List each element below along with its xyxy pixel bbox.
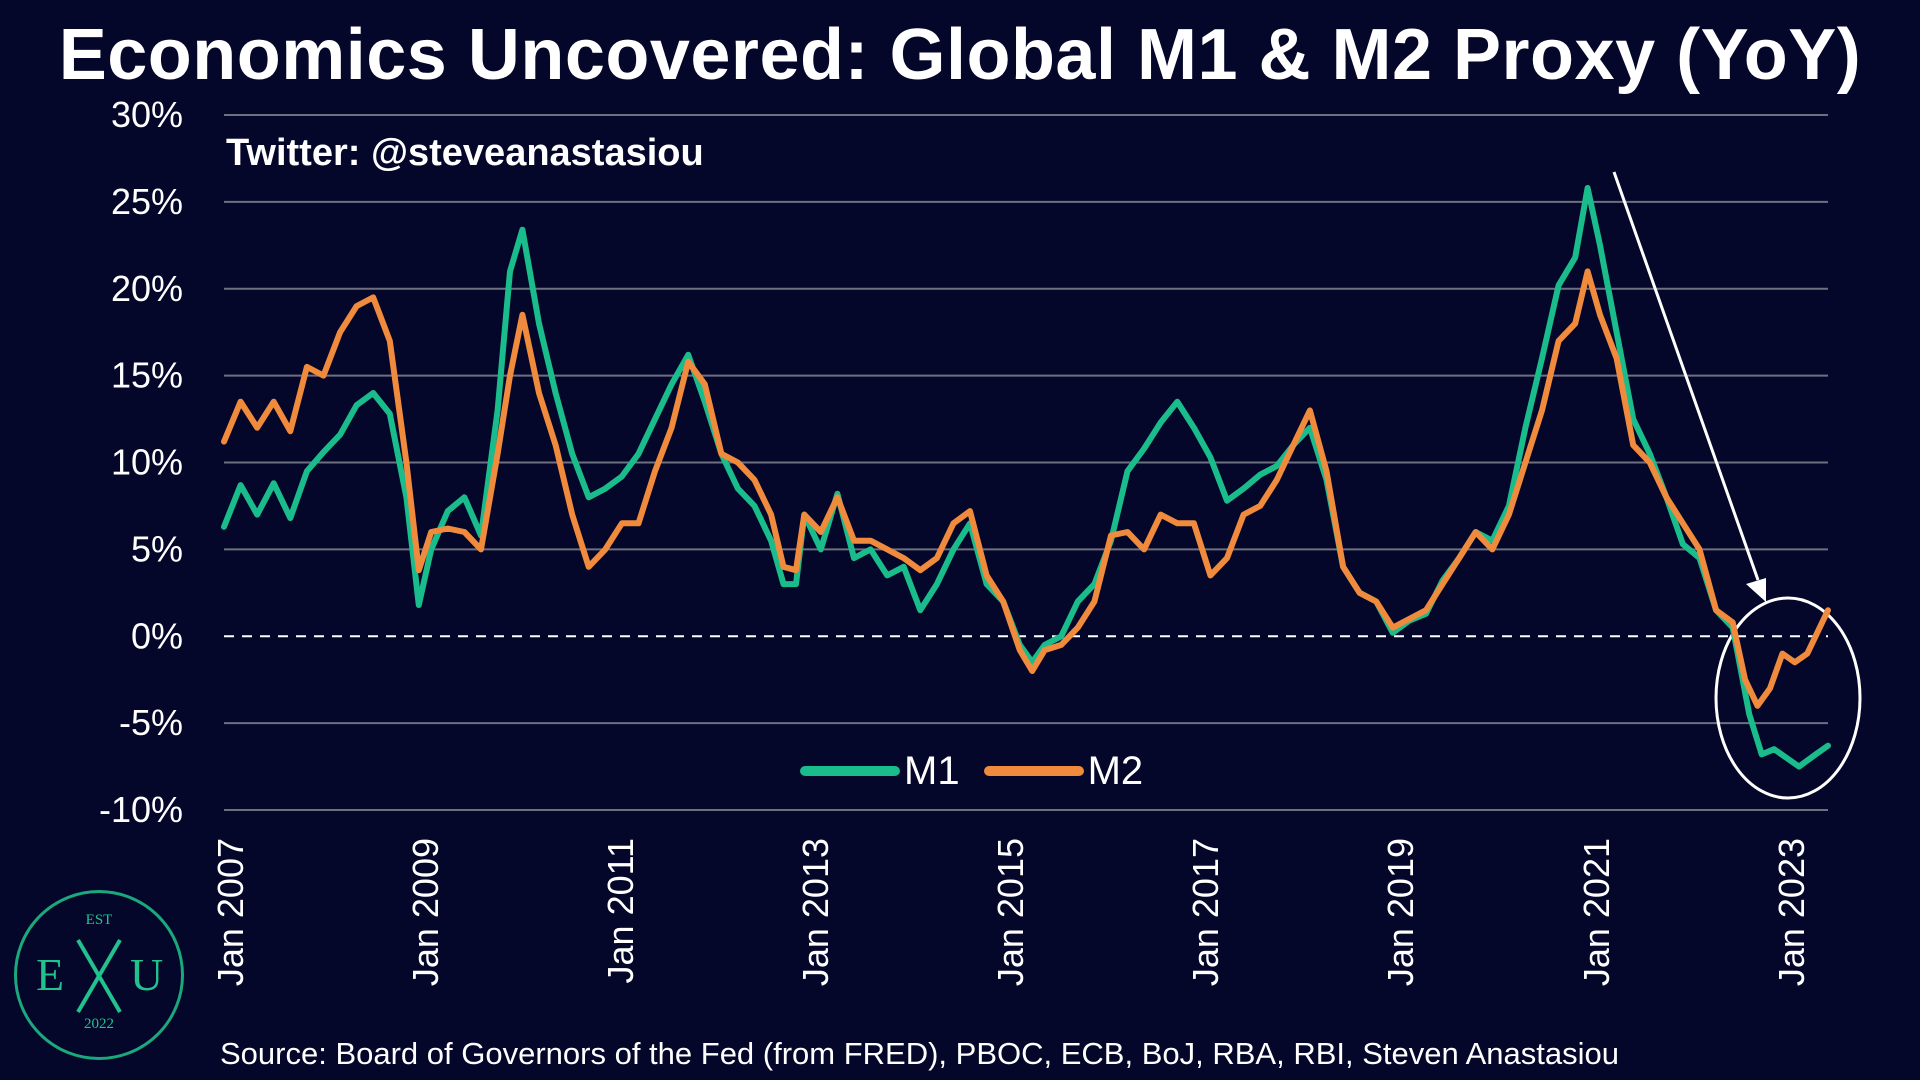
x-tick-label: Jan 2007 bbox=[210, 838, 251, 986]
series-line-m2 bbox=[221, 268, 1831, 709]
trend-arrow-shaft bbox=[1612, 171, 1760, 581]
series-lines bbox=[221, 185, 1831, 770]
x-tick-label: Jan 2013 bbox=[795, 838, 836, 986]
legend-label-m1: M1 bbox=[904, 748, 960, 793]
logo-est-text: EST bbox=[85, 912, 113, 928]
y-tick-label: -5% bbox=[119, 702, 183, 743]
logo: EST E U 2022 bbox=[14, 890, 184, 1060]
y-tick-label: 5% bbox=[131, 528, 183, 569]
chart-title: Economics Uncovered: Global M1 & M2 Prox… bbox=[58, 15, 1862, 95]
recent-values-circle bbox=[1714, 596, 1862, 800]
source-note: Source: Board of Governors of the Fed (f… bbox=[220, 1036, 1620, 1071]
series-line-m1 bbox=[221, 185, 1831, 770]
y-axis-ticks: 30% 25% 20% 15% 10% 5% 0% -5% -10% bbox=[99, 94, 183, 830]
logo-year-text: 2022 bbox=[84, 1016, 114, 1032]
grid-lines bbox=[224, 114, 1828, 811]
legend-swatch-m1 bbox=[800, 766, 900, 776]
x-tick-label: Jan 2011 bbox=[600, 838, 641, 983]
x-tick-label: Jan 2015 bbox=[990, 838, 1031, 986]
logo-letter-u: U bbox=[130, 949, 164, 1000]
y-tick-label: 10% bbox=[111, 442, 183, 483]
x-tick-label: Jan 2023 bbox=[1771, 838, 1812, 986]
x-axis-ticks: Jan 2007 Jan 2009 Jan 2011 Jan 2013 Jan 2015… bbox=[210, 838, 1812, 986]
legend-item-m1: M1 bbox=[800, 749, 960, 794]
x-tick-label: Jan 2017 bbox=[1185, 838, 1226, 986]
x-tick-label: Jan 2009 bbox=[405, 838, 446, 986]
legend-swatch-m2 bbox=[983, 766, 1084, 776]
twitter-handle: Twitter: @steveanastasiou bbox=[226, 132, 704, 174]
logo-ring bbox=[14, 890, 184, 1060]
legend-label-m2: M2 bbox=[1087, 748, 1144, 793]
y-tick-label: 20% bbox=[111, 268, 183, 309]
chart-legend: M1 M2 bbox=[800, 746, 1167, 796]
logo-quills-icon bbox=[76, 938, 122, 1014]
y-tick-label: -10% bbox=[99, 789, 183, 830]
x-tick-label: Jan 2021 bbox=[1576, 838, 1617, 986]
y-tick-label: 30% bbox=[111, 94, 183, 135]
logo-letter-e: E bbox=[36, 949, 65, 1000]
annotations bbox=[1612, 171, 1862, 800]
trend-arrow-head bbox=[1746, 578, 1766, 602]
y-tick-label: 25% bbox=[111, 181, 183, 222]
y-tick-label: 15% bbox=[111, 355, 183, 396]
y-tick-label: 0% bbox=[131, 615, 183, 656]
legend-item-m2: M2 bbox=[983, 748, 1144, 794]
x-tick-label: Jan 2019 bbox=[1380, 838, 1421, 986]
